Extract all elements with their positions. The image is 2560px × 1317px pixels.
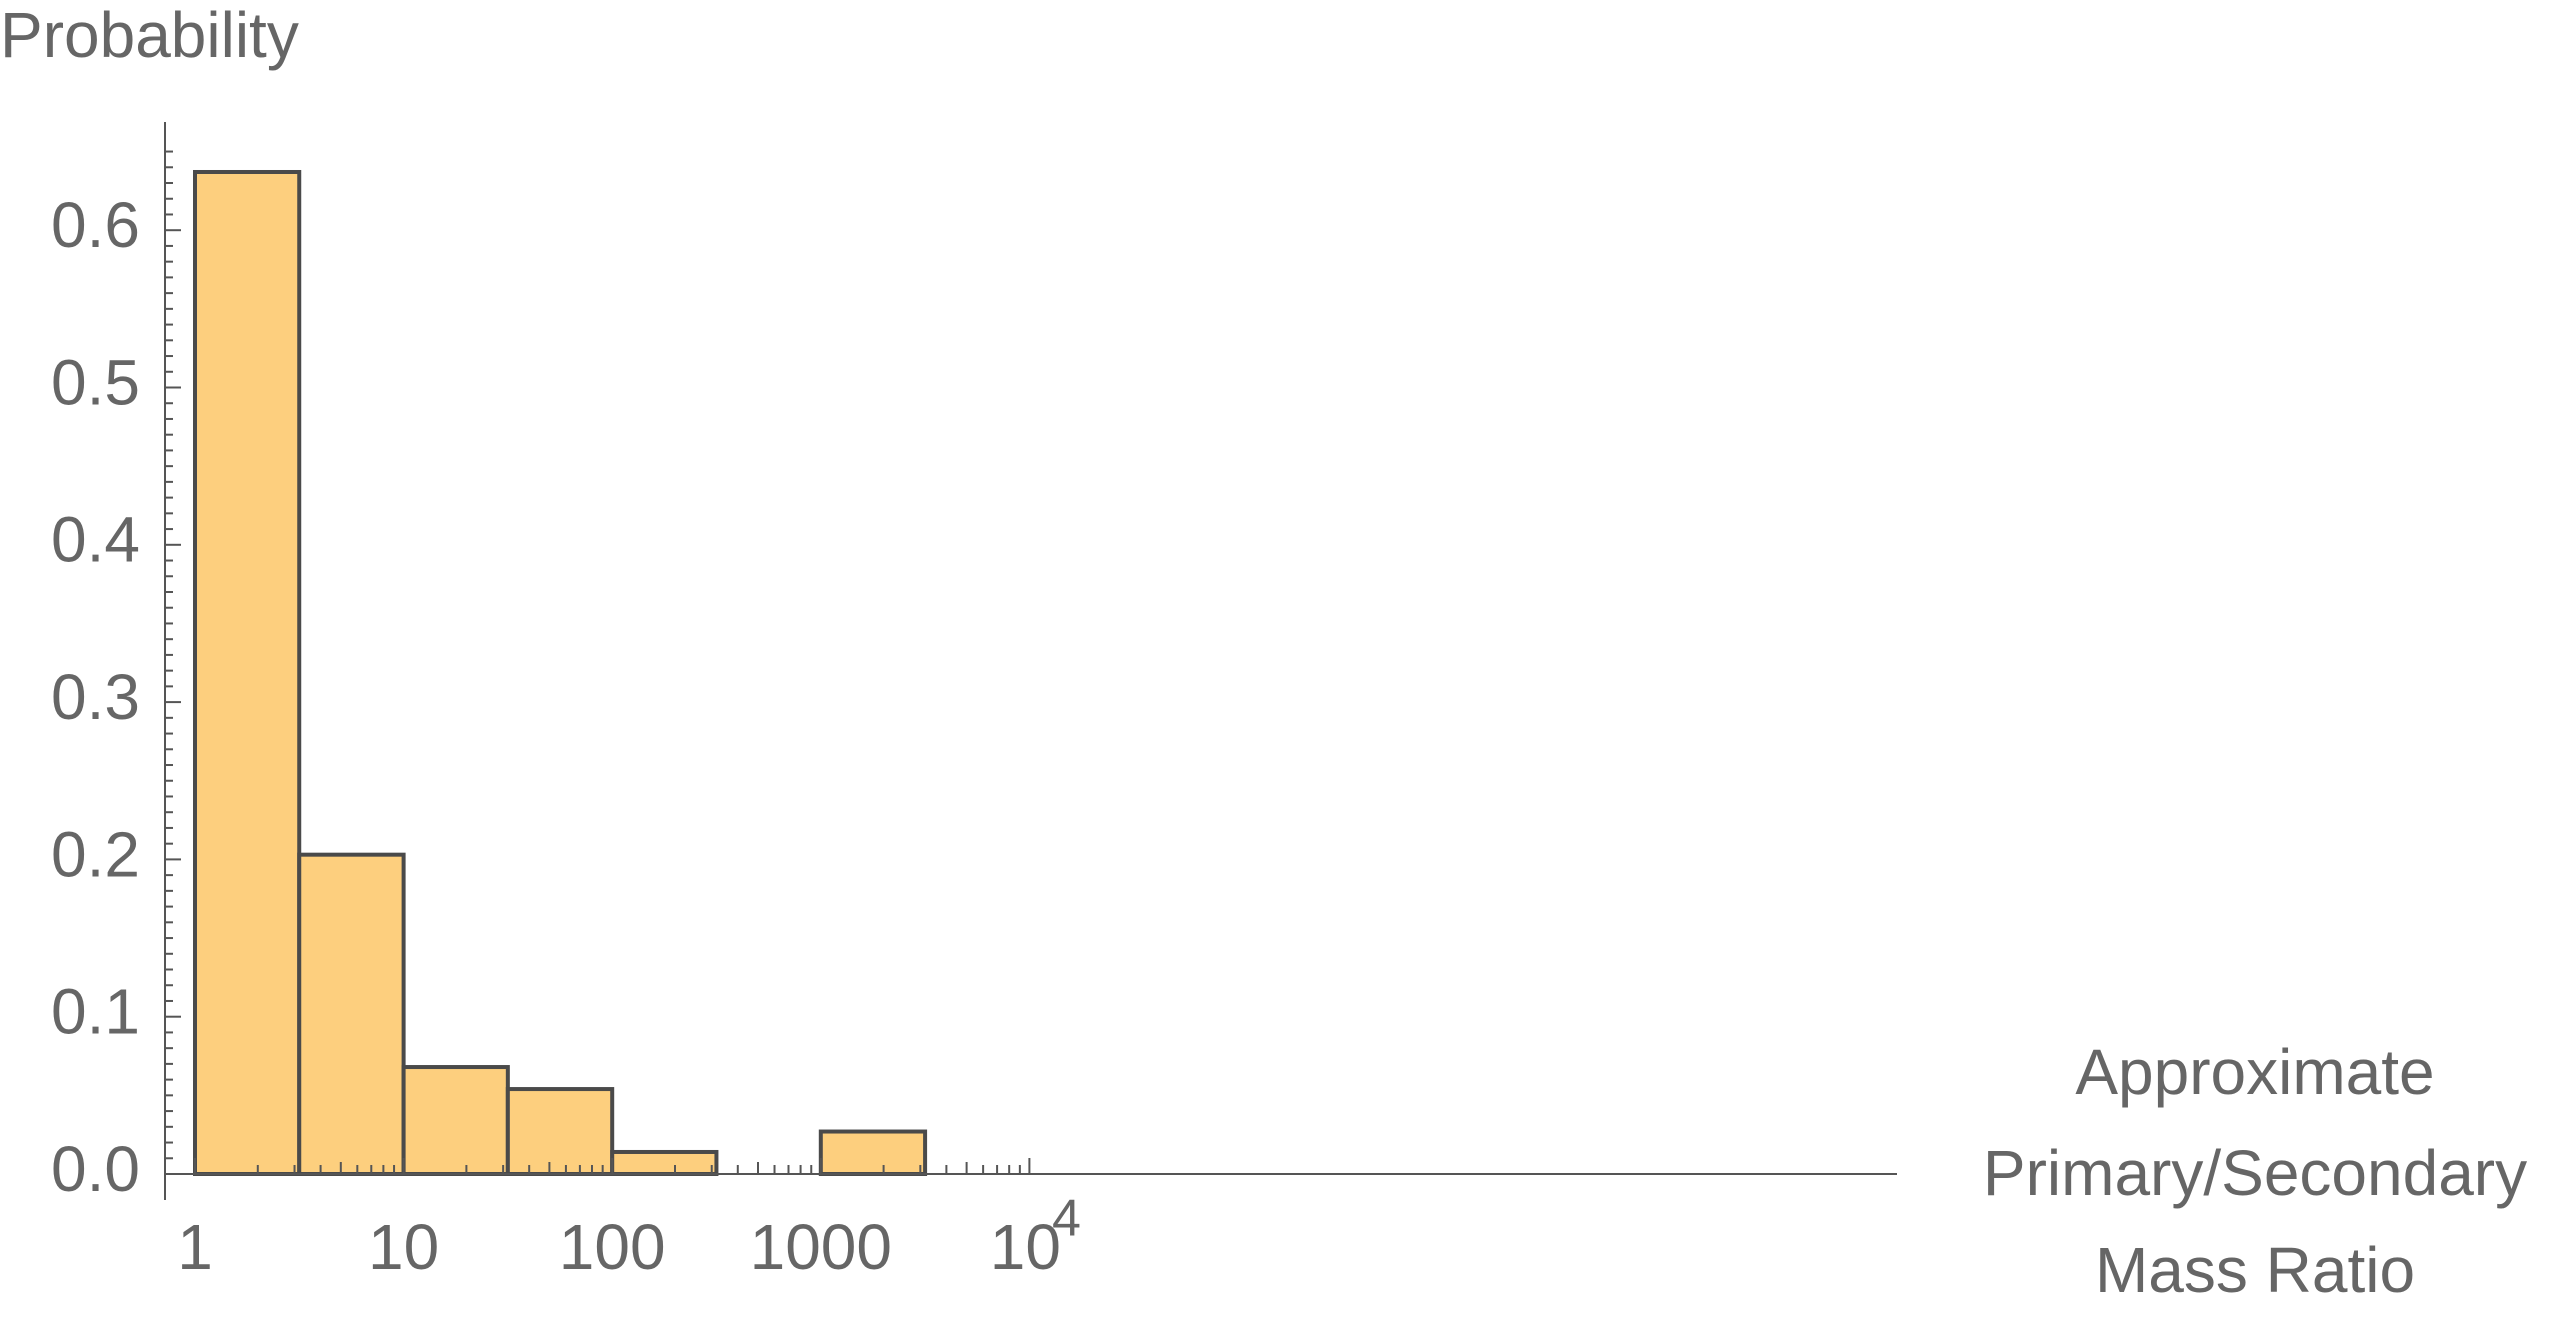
y-tick-label: 0.6 <box>51 189 140 261</box>
histogram-bar <box>818 1129 928 1177</box>
x-axis-label-line-1: Approximate <box>2075 1036 2434 1108</box>
x-axis-label-line-3: Mass Ratio <box>2095 1234 2415 1306</box>
y-tick-labels: 0.0 0.1 0.2 0.3 0.4 0.5 0.6 <box>51 189 140 1205</box>
histogram-bar <box>193 169 302 1176</box>
y-tick-label: 0.1 <box>51 976 140 1048</box>
x-tick-label: 10 <box>990 1211 1061 1283</box>
x-tick-label: 1 <box>177 1211 213 1283</box>
y-tick-label: 0.3 <box>51 661 140 733</box>
histogram-bar <box>401 1065 510 1177</box>
y-minor-ticks <box>165 150 181 1175</box>
bars-group <box>193 169 928 1177</box>
histogram-bar <box>297 852 406 1177</box>
y-tick-label: 0.4 <box>51 504 140 576</box>
x-axis-label-line-2: Primary/Secondary <box>1983 1137 2527 1209</box>
histogram-bar <box>610 1149 719 1177</box>
y-axis-label: Probability <box>0 0 299 71</box>
histogram-bar <box>505 1087 615 1176</box>
x-axis-label: Approximate Primary/Secondary Mass Ratio <box>1983 1036 2527 1306</box>
x-minor-ticks <box>194 1158 1031 1174</box>
y-tick-label: 0.2 <box>51 818 140 890</box>
y-tick-label: 0.5 <box>51 346 140 418</box>
x-tick-label: 100 <box>559 1211 666 1283</box>
x-tick-label: 10 <box>368 1211 439 1283</box>
axes-group <box>164 122 1897 1200</box>
x-tick-labels: 1 10 100 1000 104 <box>177 1190 1081 1283</box>
x-tick-label: 1000 <box>750 1211 892 1283</box>
x-tick-label-exponent: 4 <box>1052 1190 1081 1248</box>
y-tick-label: 0.0 <box>51 1133 140 1205</box>
